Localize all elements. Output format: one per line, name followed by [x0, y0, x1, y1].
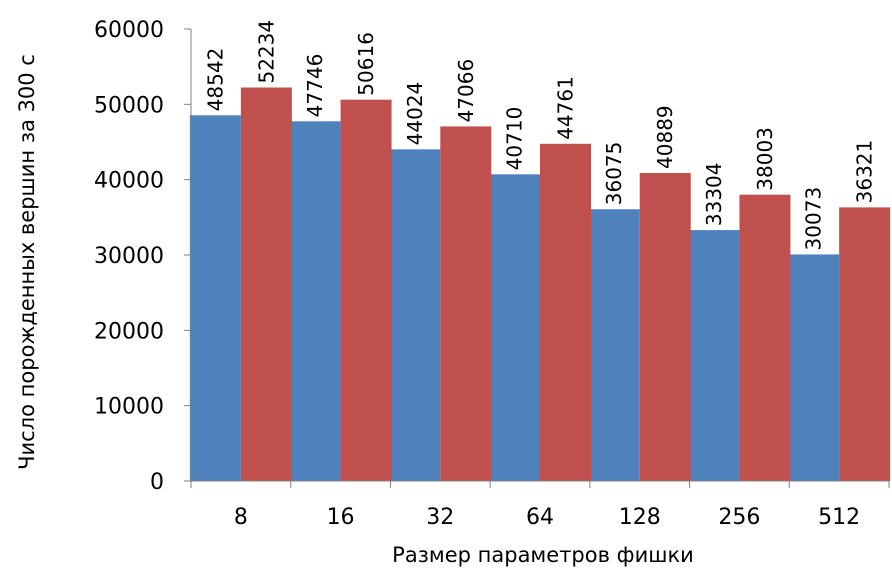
x-axis-title: Размер параметров фишки	[392, 543, 694, 567]
data-label: 38003	[753, 127, 777, 191]
x-tick-label: 16	[327, 505, 355, 530]
bar-series-1	[788, 254, 840, 481]
bar-series-2	[240, 87, 292, 481]
bar-series-1	[189, 115, 241, 482]
data-label: 47746	[303, 54, 327, 118]
data-label: 30073	[802, 187, 826, 251]
data-label: 40889	[653, 105, 677, 169]
bar-series-2	[639, 172, 691, 481]
y-tick-label: 30000	[94, 244, 164, 269]
data-label: 48542	[203, 48, 227, 112]
x-tick-label: 64	[526, 505, 554, 530]
y-tick-label: 40000	[94, 169, 164, 194]
y-tick-label: 60000	[94, 18, 164, 43]
y-tick-labels: 0 10000 20000 30000 40000 50000 60000	[94, 18, 164, 495]
x-tick-labels: 8 16 32 64 128 256 512	[234, 505, 860, 530]
data-label: 36075	[602, 142, 626, 206]
data-label: 47066	[454, 59, 478, 123]
bar-series-2	[440, 126, 492, 482]
bar-series-2	[340, 99, 392, 481]
bar-series-1	[489, 174, 540, 481]
x-tick-label: 256	[718, 505, 760, 530]
data-label: 40710	[503, 107, 527, 171]
bars	[189, 87, 891, 482]
axes	[184, 28, 890, 488]
x-tick-label: 8	[234, 505, 248, 530]
bar-series-2	[739, 194, 791, 481]
bar-series-2	[839, 207, 891, 481]
y-tick-label: 20000	[94, 319, 164, 344]
bar-series-1	[289, 121, 341, 481]
y-tick-label: 50000	[94, 93, 164, 118]
data-label: 44761	[554, 76, 578, 140]
y-axis-title: Число порожденных вершин за 300 с	[15, 54, 39, 470]
x-tick-label: 32	[426, 505, 454, 530]
bar-series-1	[688, 230, 740, 481]
x-tick-label: 512	[818, 505, 860, 530]
bar-series-1	[389, 149, 441, 481]
bar-series-2	[540, 143, 591, 481]
data-label: 36321	[853, 140, 877, 204]
data-label: 33304	[702, 162, 726, 226]
y-tick-label: 10000	[94, 395, 164, 420]
data-label: 44024	[403, 82, 427, 146]
data-label: 52234	[254, 20, 278, 84]
data-labels: 48542 47746 44024 40710 36075 33304 30073 52234…	[203, 20, 876, 251]
x-tick-label: 128	[619, 505, 661, 530]
data-label: 50616	[354, 32, 378, 96]
bar-series-1	[588, 209, 640, 482]
y-tick-label: 0	[150, 470, 164, 495]
